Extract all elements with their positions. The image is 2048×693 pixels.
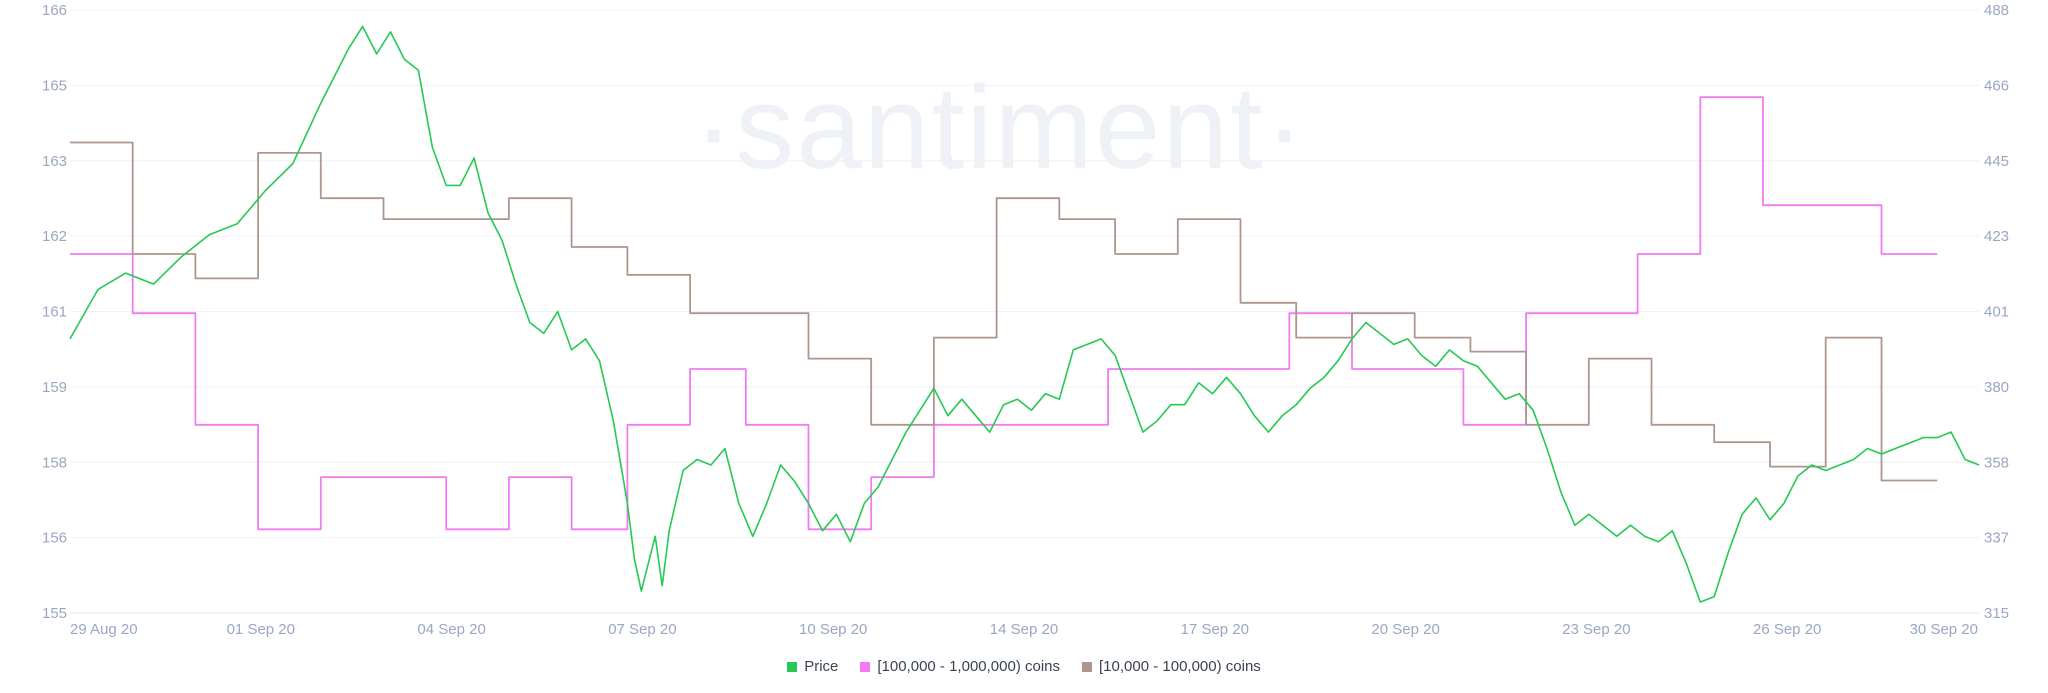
- watermark: ·santiment·: [694, 62, 1306, 194]
- legend-swatch: [860, 661, 871, 672]
- y-right-tick-label: 401: [1984, 304, 2009, 321]
- x-tick-label: 29 Aug 20: [70, 621, 138, 638]
- legend-item[interactable]: Price: [787, 658, 838, 675]
- y-left-tick-label: 159: [42, 379, 67, 396]
- y-right-tick-label: 315: [1984, 605, 2009, 622]
- y-left-tick-label: 158: [42, 454, 67, 471]
- y-right-tick-label: 358: [1984, 454, 2009, 471]
- y-left-tick-label: 163: [42, 153, 67, 170]
- x-tick-label: 10 Sep 20: [799, 621, 867, 638]
- x-tick-label: 17 Sep 20: [1181, 621, 1249, 638]
- series-line-whales-100k-1m: [70, 96, 1938, 531]
- legend-item[interactable]: [100,000 - 1,000,000) coins: [860, 658, 1060, 675]
- x-tick-label: 20 Sep 20: [1371, 621, 1439, 638]
- y-left-tick-label: 165: [42, 77, 67, 94]
- y-right-tick-label: 488: [1984, 2, 2009, 19]
- y-right-tick-label: 380: [1984, 379, 2009, 396]
- y-right-tick-label: 445: [1984, 153, 2009, 170]
- legend-label: Price: [804, 658, 839, 675]
- x-tick-label: 14 Sep 20: [990, 621, 1058, 638]
- x-tick-label: 26 Sep 20: [1753, 621, 1821, 638]
- legend-item[interactable]: [10,000 - 100,000) coins: [1082, 658, 1261, 675]
- series-line-price: [69, 25, 1980, 603]
- x-tick-label: 23 Sep 20: [1562, 621, 1630, 638]
- legend-label: [100,000 - 1,000,000) coins: [877, 658, 1061, 675]
- y-left-tick-label: 161: [42, 304, 67, 321]
- y-left-tick-label: 155: [42, 605, 67, 622]
- legend-swatch: [1082, 661, 1093, 672]
- y-right-tick-label: 423: [1984, 228, 2009, 245]
- x-tick-label: 07 Sep 20: [608, 621, 676, 638]
- legend: Price [100,000 - 1,000,000) coins [10,000 …: [0, 658, 2048, 675]
- legend-swatch: [787, 661, 798, 672]
- series-line-holders-10k-100k: [70, 141, 1938, 482]
- x-tick-label: 04 Sep 20: [417, 621, 485, 638]
- y-left-tick-label: 156: [42, 530, 67, 547]
- y-right-tick-label: 337: [1984, 530, 2009, 547]
- y-left-tick-label: 162: [42, 228, 67, 245]
- legend-label: [10,000 - 100,000) coins: [1099, 658, 1261, 675]
- y-left-tick-label: 166: [42, 2, 67, 19]
- x-tick-label: 01 Sep 20: [227, 621, 295, 638]
- x-tick-label: 30 Sep 20: [1910, 621, 1978, 638]
- y-right-tick-label: 466: [1984, 77, 2009, 94]
